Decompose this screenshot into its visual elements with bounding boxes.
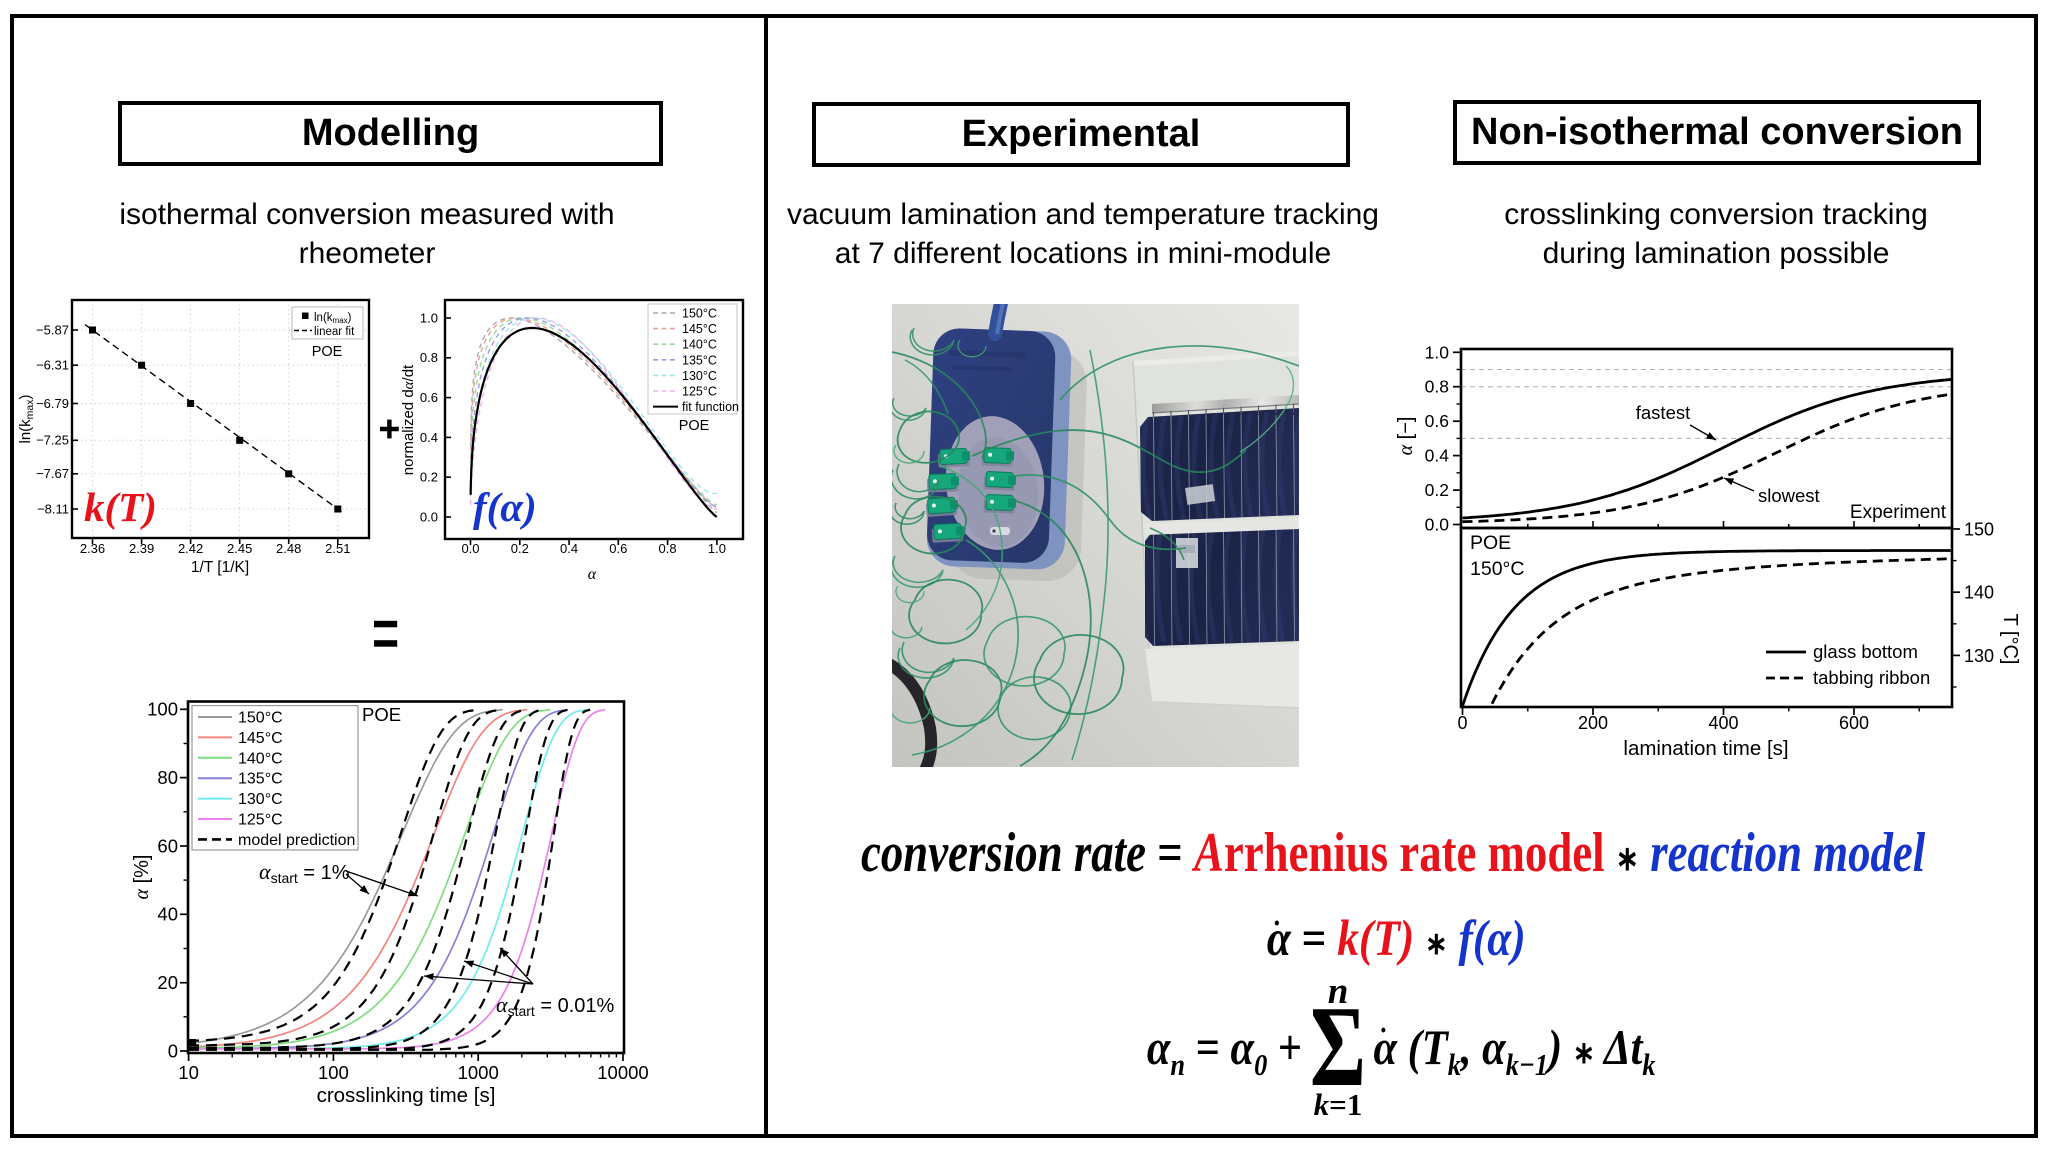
svg-text:400: 400 — [1708, 713, 1738, 733]
svg-text:f(α): f(α) — [473, 484, 537, 530]
svg-text:−8.11: −8.11 — [37, 501, 69, 516]
svg-text:0.2: 0.2 — [511, 541, 529, 556]
svg-text:125°C: 125°C — [682, 385, 717, 399]
svg-text:slowest: slowest — [1758, 485, 1820, 506]
svg-text:α [−]: α [−] — [1395, 417, 1417, 456]
svg-text:0.6: 0.6 — [1425, 411, 1449, 431]
svg-text:fit function: fit function — [682, 400, 739, 414]
svg-text:POE: POE — [679, 418, 710, 434]
svg-text:150: 150 — [1964, 520, 1994, 540]
svg-text:fastest: fastest — [1636, 402, 1691, 423]
svg-text:1.0: 1.0 — [1425, 342, 1450, 362]
svg-text:0.6: 0.6 — [609, 541, 627, 556]
svg-text:1.0: 1.0 — [708, 541, 726, 556]
svg-text:0.8: 0.8 — [420, 350, 438, 365]
svg-text:αstart = 1%: αstart = 1% — [259, 859, 350, 886]
svg-text:130°C: 130°C — [682, 369, 717, 383]
svg-text:0.6: 0.6 — [420, 390, 438, 405]
svg-text:0.0: 0.0 — [461, 541, 479, 556]
svg-text:150°C: 150°C — [682, 307, 717, 321]
svg-text:100: 100 — [318, 1062, 349, 1083]
svg-text:glass bottom: glass bottom — [1813, 641, 1918, 662]
svg-text:10000: 10000 — [597, 1062, 648, 1083]
svg-text:135°C: 135°C — [682, 353, 717, 367]
svg-text:1.0: 1.0 — [420, 310, 438, 325]
svg-text:145°C: 145°C — [682, 322, 717, 336]
svg-text:100: 100 — [147, 699, 178, 720]
svg-text:1000: 1000 — [458, 1062, 499, 1083]
svg-text:0.8: 0.8 — [1425, 377, 1449, 397]
svg-text:crosslinking time [s]: crosslinking time [s] — [317, 1084, 496, 1107]
svg-text:0.0: 0.0 — [420, 509, 438, 524]
svg-text:T [°C]: T [°C] — [1999, 614, 2021, 665]
svg-text:0.8: 0.8 — [659, 541, 677, 556]
svg-text:2.45: 2.45 — [227, 541, 252, 556]
svg-text:2.48: 2.48 — [276, 541, 301, 556]
svg-text:ln(kmax): ln(kmax) — [314, 312, 352, 325]
svg-text:0.4: 0.4 — [1425, 446, 1450, 466]
svg-text:60: 60 — [157, 835, 178, 856]
svg-text:200: 200 — [1578, 713, 1608, 733]
svg-text:tabbing ribbon: tabbing ribbon — [1813, 667, 1930, 688]
svg-text:normalized dα/dt: normalized dα/dt — [400, 364, 417, 475]
svg-text:150°C: 150°C — [1470, 558, 1524, 580]
svg-text:130°C: 130°C — [238, 791, 283, 808]
svg-text:140°C: 140°C — [682, 338, 717, 352]
svg-text:0.4: 0.4 — [560, 541, 578, 556]
svg-text:130: 130 — [1964, 646, 1994, 666]
svg-text:140: 140 — [1964, 583, 1994, 603]
svg-text:−6.79: −6.79 — [36, 396, 69, 411]
svg-text:ln(kmax): ln(kmax) — [17, 394, 36, 443]
svg-text:2.42: 2.42 — [178, 541, 203, 556]
svg-text:10: 10 — [178, 1062, 199, 1083]
svg-text:−5.87: −5.87 — [36, 322, 69, 337]
svg-text:0: 0 — [1457, 713, 1467, 733]
svg-text:αstart = 0.01%: αstart = 0.01% — [496, 992, 615, 1019]
svg-text:POE: POE — [1470, 532, 1511, 554]
svg-text:α: α — [588, 566, 597, 583]
svg-text:−6.31: −6.31 — [36, 358, 69, 373]
svg-text:lamination time [s]: lamination time [s] — [1623, 737, 1788, 760]
svg-text:0: 0 — [168, 1040, 178, 1061]
svg-text:150°C: 150°C — [238, 710, 283, 727]
svg-text:145°C: 145°C — [238, 730, 283, 747]
svg-text:140°C: 140°C — [238, 750, 283, 767]
svg-text:−7.25: −7.25 — [36, 433, 69, 448]
svg-text:1/T [1/K]: 1/T [1/K] — [191, 559, 249, 576]
svg-text:−7.67: −7.67 — [36, 466, 69, 481]
svg-text:POE: POE — [312, 344, 343, 360]
svg-text:135°C: 135°C — [238, 771, 283, 788]
svg-text:k(T): k(T) — [84, 484, 157, 530]
svg-text:80: 80 — [157, 767, 178, 788]
svg-text:0.4: 0.4 — [420, 430, 438, 445]
svg-text:α [%]: α [%] — [131, 855, 153, 900]
svg-text:40: 40 — [157, 904, 178, 925]
svg-text:0.0: 0.0 — [1425, 515, 1450, 535]
svg-text:model prediction: model prediction — [238, 832, 355, 849]
svg-text:2.39: 2.39 — [129, 541, 154, 556]
svg-text:20: 20 — [157, 972, 178, 993]
svg-text:Experiment: Experiment — [1850, 502, 1947, 523]
svg-text:0.2: 0.2 — [1425, 480, 1449, 500]
svg-text:2.51: 2.51 — [325, 541, 350, 556]
svg-text:0.2: 0.2 — [420, 470, 438, 485]
svg-text:125°C: 125°C — [238, 812, 283, 829]
svg-text:POE: POE — [362, 704, 401, 725]
svg-text:linear fit: linear fit — [314, 326, 355, 338]
svg-text:600: 600 — [1839, 713, 1869, 733]
svg-text:2.36: 2.36 — [80, 541, 105, 556]
